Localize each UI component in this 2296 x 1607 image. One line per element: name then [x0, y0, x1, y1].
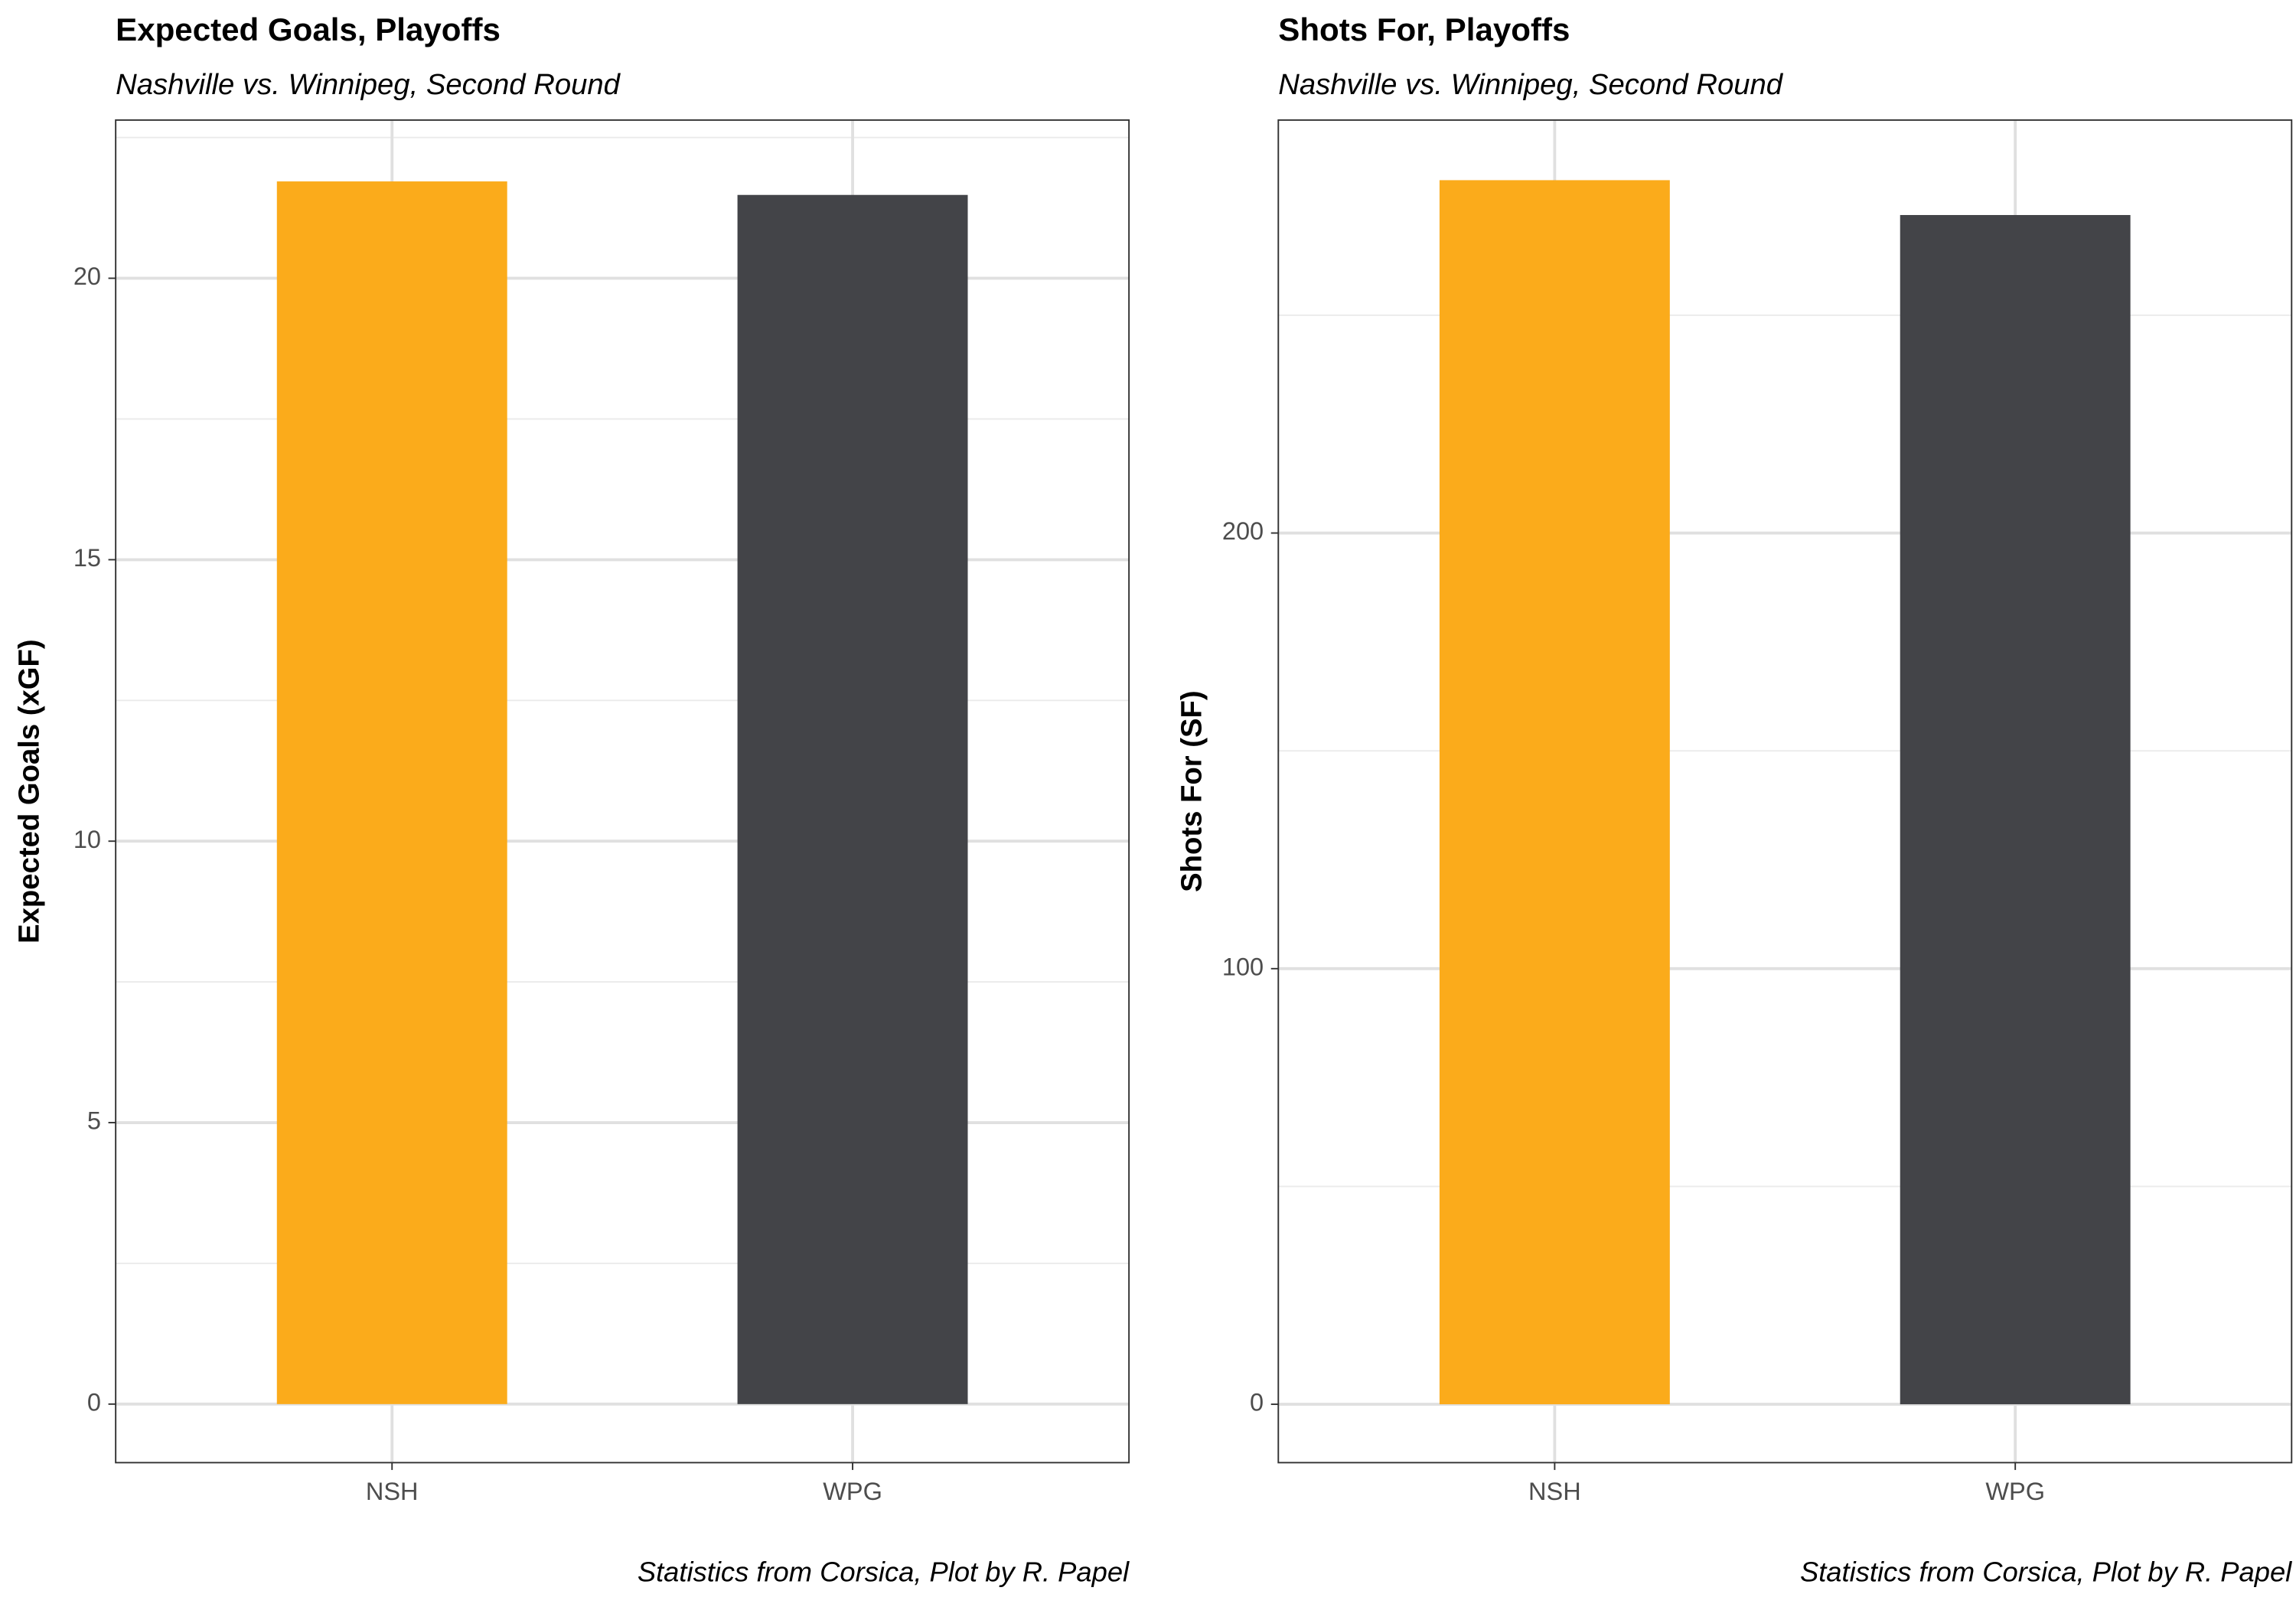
- x-tick-label: NSH: [1528, 1478, 1581, 1505]
- chart-title: Expected Goals, Playoffs: [116, 11, 501, 47]
- bar: [1439, 180, 1670, 1405]
- caption: Statistics from Corsica, Plot by R. Pape…: [638, 1556, 1130, 1587]
- y-tick-label: 20: [73, 262, 101, 290]
- plot-border: [115, 119, 1130, 1464]
- y-tick-label: 5: [87, 1107, 101, 1135]
- y-tick-label: 0: [1250, 1389, 1264, 1416]
- x-tick-label: NSH: [366, 1478, 419, 1505]
- y-tick-label: 15: [73, 544, 101, 572]
- caption: Statistics from Corsica, Plot by R. Pape…: [1800, 1556, 2292, 1587]
- bar: [737, 194, 968, 1404]
- y-tick-label: 10: [73, 826, 101, 853]
- bar: [1900, 214, 2131, 1405]
- y-axis-label: Shots For (SF): [1175, 690, 1208, 892]
- bar: [276, 181, 507, 1404]
- y-tick-label: 200: [1222, 517, 1264, 545]
- chart-subtitle: Nashville vs. Winnipeg, Second Round: [1278, 68, 1783, 101]
- x-tick-label: WPG: [1985, 1478, 2045, 1505]
- y-tick-label: 0: [87, 1388, 101, 1416]
- plot-border: [1277, 119, 2293, 1464]
- x-tick-label: WPG: [823, 1478, 882, 1505]
- chart-title: Shots For, Playoffs: [1278, 11, 1570, 47]
- chart-subtitle: Nashville vs. Winnipeg, Second Round: [116, 68, 621, 101]
- y-axis-label: Expected Goals (xGF): [12, 639, 45, 943]
- y-tick-label: 100: [1222, 953, 1264, 980]
